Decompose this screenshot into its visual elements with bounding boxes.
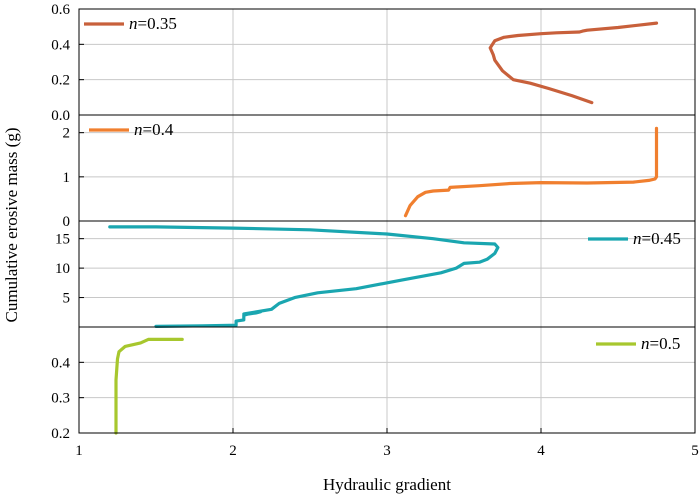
legend-variable: n: [633, 229, 642, 248]
legend-variable: n: [129, 14, 138, 33]
legend-value: =0.45: [642, 229, 681, 248]
legend-label: n=0.5: [641, 334, 680, 353]
legend-label: n=0.4: [134, 120, 174, 139]
y-tick-label: 0.3: [51, 391, 70, 407]
legend-value: =0.4: [143, 120, 174, 139]
legends: n=0.35n=0.4n=0.45n=0.5: [84, 14, 681, 353]
y-tick-label: 0.4: [51, 355, 70, 371]
legend-variable: n: [641, 334, 650, 353]
plot-frame: [78, 8, 696, 434]
y-tick-label: 2: [63, 126, 71, 142]
legend-variable: n: [134, 120, 143, 139]
y-tick-label: 0.2: [51, 426, 70, 442]
series-line: [403, 126, 659, 218]
legend-label: n=0.35: [129, 14, 177, 33]
y-axis-title: Cumulative erosive mass (g): [2, 128, 21, 323]
y-tick-label: 0.0: [51, 108, 70, 124]
y-tick-label: 1: [63, 170, 71, 186]
grid-lines: [79, 9, 695, 433]
series-line: [488, 21, 659, 105]
series-line: [114, 337, 184, 435]
x-tick-label: 3: [383, 443, 391, 459]
y-tick-label: 0.2: [51, 73, 70, 89]
series-line: [108, 225, 500, 328]
x-axis-title: Hydraulic gradient: [323, 475, 451, 494]
data-series: [108, 21, 659, 435]
legend-value: =0.5: [650, 334, 681, 353]
x-tick-label: 4: [537, 443, 545, 459]
x-tick-label: 5: [691, 443, 699, 459]
y-tick-label: 0.6: [51, 2, 70, 18]
y-tick-label: 0.4: [51, 37, 70, 53]
legend-value: =0.35: [138, 14, 177, 33]
y-tick-label: 15: [55, 232, 70, 248]
y-tick-label: 10: [55, 261, 70, 277]
y-tick-label: 0: [63, 214, 71, 230]
tick-labels: 0.0 0.2 0.4 0.6 0 1 2 5 10 15 0.2 0.3 0.4 1 2 3 4 5: [51, 2, 699, 459]
y-tick-label: 5: [63, 291, 71, 307]
x-tick-label: 1: [75, 443, 83, 459]
x-tick-label: 2: [229, 443, 237, 459]
legend-label: n=0.45: [633, 229, 681, 248]
